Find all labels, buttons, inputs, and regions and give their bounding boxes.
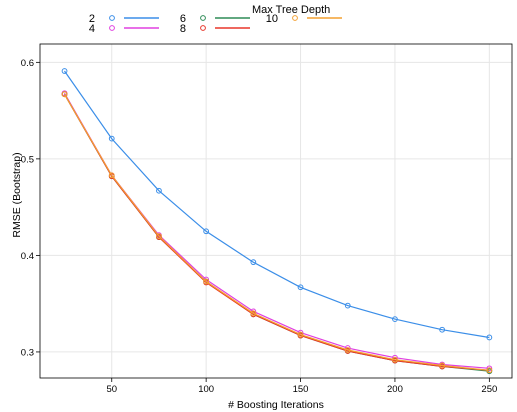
legend-marker (200, 25, 206, 31)
data-point (439, 326, 446, 333)
x-axis: 50 100 150 200 250 (106, 378, 497, 395)
data-point (392, 356, 398, 363)
y-tick-label: 0.3 (21, 347, 34, 358)
y-axis: 0.3 0.4 0.5 0.6 (21, 58, 40, 358)
data-point (203, 278, 210, 285)
legend-item-4: 4 (89, 23, 159, 35)
legend: Max Tree Depth 24 68 10 (89, 4, 342, 35)
series-10 (61, 91, 493, 374)
x-tick-label: 100 (198, 384, 214, 395)
legend-item-2: 2 (89, 13, 159, 25)
data-point (344, 302, 351, 309)
data-point (297, 284, 304, 291)
data-point (439, 362, 446, 369)
data-point (297, 331, 304, 338)
legend-marker (109, 25, 115, 31)
data-point (203, 228, 210, 235)
x-tick-label: 200 (387, 384, 403, 395)
data-point (61, 68, 68, 74)
data-point (61, 91, 68, 98)
data-point (486, 367, 493, 374)
data-point (344, 347, 351, 353)
legend-label: 4 (89, 23, 95, 35)
series-line (63, 93, 490, 371)
series-line (63, 92, 490, 369)
legend-label: 6 (180, 13, 186, 25)
series-line (64, 70, 490, 339)
legend-label: 2 (89, 13, 95, 25)
y-axis-label: RMSE (Bootstrap) (11, 152, 23, 237)
x-tick-label: 150 (293, 384, 309, 395)
y-tick-label: 0.5 (21, 154, 34, 165)
plot-frame (39, 43, 513, 379)
data-point (156, 233, 162, 239)
series-2 (61, 68, 493, 341)
x-tick-label: 50 (106, 384, 117, 395)
x-tick-label: 250 (481, 384, 497, 395)
series-4 (61, 90, 493, 372)
data-point (392, 316, 398, 323)
series-6 (61, 91, 493, 375)
y-tick-label: 0.6 (21, 58, 34, 69)
legend-title: Max Tree Depth (252, 4, 330, 16)
grid (40, 44, 512, 378)
y-tick-label: 0.4 (21, 251, 34, 262)
legend-marker (109, 15, 115, 21)
legend-item-8: 8 (180, 23, 250, 35)
data-point (108, 135, 115, 142)
data-point (250, 259, 257, 266)
series-line (63, 93, 490, 371)
legend-label: 8 (180, 23, 186, 35)
x-axis-label: # Boosting Iterations (228, 399, 324, 411)
legend-item-6: 6 (180, 13, 250, 25)
data-point (250, 310, 257, 317)
data-point (108, 172, 115, 179)
data-point (156, 187, 162, 194)
legend-item-10: 10 (266, 13, 342, 25)
series-layer (61, 68, 493, 375)
legend-marker (200, 15, 206, 21)
series-line (63, 93, 490, 372)
data-point (486, 334, 493, 341)
legend-marker (292, 15, 298, 21)
legend-label: 10 (266, 13, 278, 25)
series-8 (61, 91, 493, 374)
